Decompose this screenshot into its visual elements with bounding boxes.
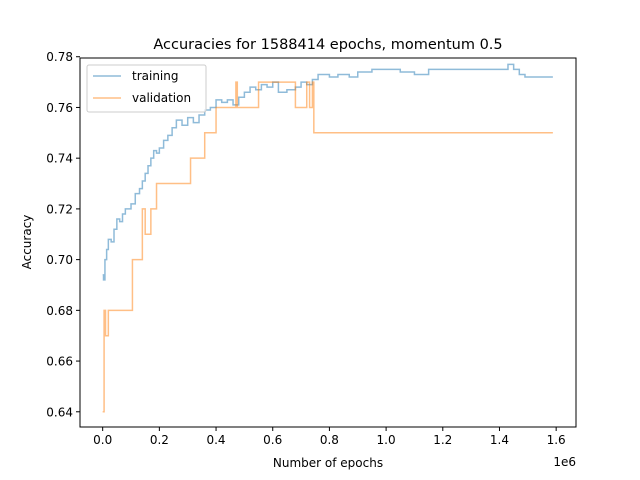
y-tick-label: 0.74 — [46, 152, 73, 166]
x-tick-label: 0.0 — [93, 433, 112, 447]
x-axis: 0.0 0.2 0.4 0.6 0.8 1.0 1.2 1.4 1.6 — [93, 427, 566, 447]
series-layer — [102, 63, 553, 413]
chart-title: Accuracies for 1588414 epochs, momentum … — [153, 37, 502, 53]
y-tick-label: 0.66 — [46, 355, 73, 369]
x-tick-label: 1.6 — [547, 433, 566, 447]
series-line-training — [102, 63, 553, 281]
y-axis-label: Accuracy — [20, 215, 34, 270]
y-tick-label: 0.78 — [46, 50, 73, 64]
legend-label-validation: validation — [132, 91, 191, 105]
y-axis: 0.64 0.66 0.68 0.70 0.72 0.74 0.76 0.78 — [46, 50, 80, 419]
y-tick-label: 0.68 — [46, 304, 73, 318]
series-line-validation — [102, 81, 553, 413]
x-tick-label: 0.4 — [206, 433, 225, 447]
x-tick-label: 0.8 — [320, 433, 339, 447]
plot-frame — [79, 57, 577, 428]
y-tick-label: 0.70 — [46, 253, 73, 267]
legend-label-training: training — [132, 69, 179, 83]
x-axis-offset-label: 1e6 — [553, 455, 576, 469]
y-tick-label: 0.76 — [46, 101, 73, 115]
x-tick-label: 0.6 — [263, 433, 282, 447]
y-tick-label: 0.72 — [46, 202, 73, 216]
x-tick-label: 1.0 — [377, 433, 396, 447]
x-tick-label: 1.4 — [490, 433, 509, 447]
x-axis-label: Number of epochs — [273, 456, 383, 470]
x-tick-label: 0.2 — [150, 433, 169, 447]
legend: training validation — [86, 64, 207, 113]
y-tick-label: 0.64 — [46, 405, 73, 419]
x-tick-label: 1.2 — [433, 433, 452, 447]
